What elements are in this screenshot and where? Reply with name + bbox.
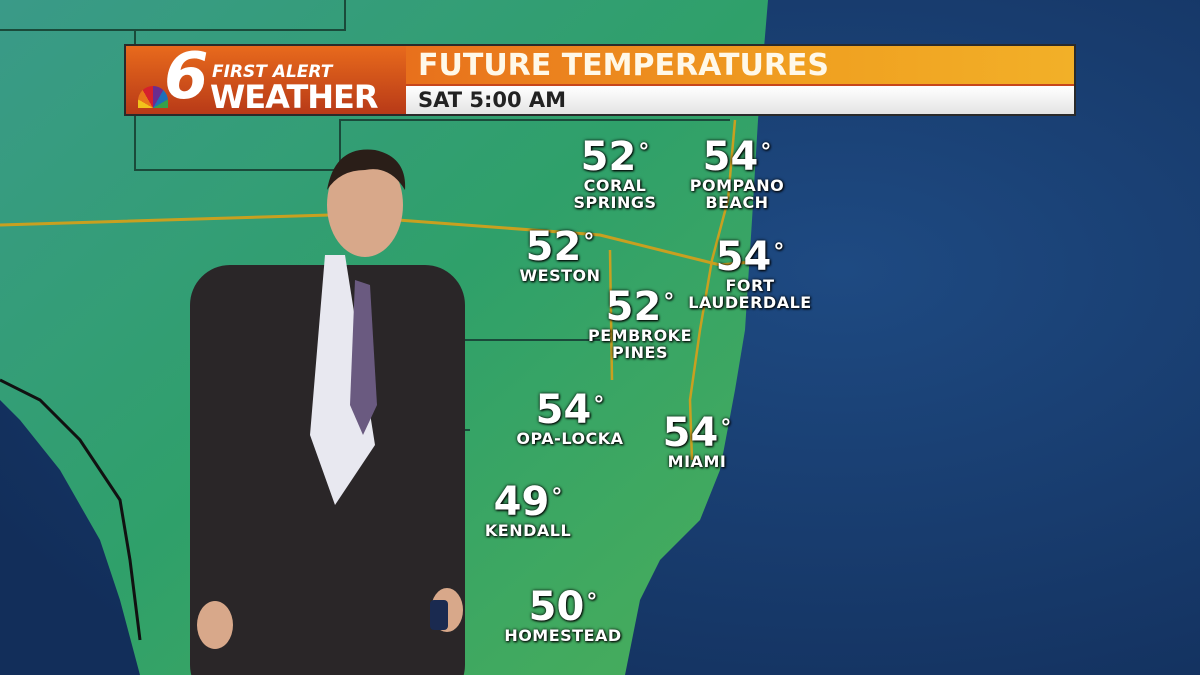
temp-number: 52 [580, 134, 637, 180]
temperature-value: 54° [663, 413, 732, 453]
degree-symbol: ° [593, 393, 605, 418]
degree-symbol: ° [638, 140, 650, 165]
city-name: OPA-LOCKA [516, 429, 624, 448]
degree-symbol: ° [760, 140, 772, 165]
logo-number: 6 [164, 40, 209, 114]
city-name: MIAMI [667, 452, 727, 471]
temp-number: 50 [528, 584, 585, 630]
temperature-value: 49° [485, 482, 571, 522]
title-bar: FUTURE TEMPERATURES [406, 46, 1074, 84]
degree-symbol: ° [663, 290, 675, 315]
temperature-value: 54° [690, 137, 784, 177]
temp-number: 54 [715, 234, 772, 280]
temperature-value: 52° [519, 227, 600, 267]
city-name: FORT LAUDERDALE [688, 276, 812, 312]
city-name: POMPANO BEACH [689, 176, 785, 212]
temp-number: 54 [662, 410, 719, 456]
city-label: 50° HOMESTEAD [504, 587, 621, 644]
station-logo: 6 FIRST ALERT WEATHER [126, 40, 406, 116]
city-name: KENDALL [484, 521, 572, 540]
temp-number: 52 [605, 284, 662, 330]
temperature-value: 52° [573, 137, 656, 177]
city-label: 54° OPA-LOCKA [516, 390, 623, 447]
city-name: WESTON [519, 266, 601, 285]
temperature-value: 50° [504, 587, 621, 627]
time-bar: SAT 5:00 AM [406, 86, 1074, 114]
city-label: 52° CORAL SPRINGS [573, 137, 656, 211]
highway [608, 119, 737, 461]
city-label: 54° FORT LAUDERDALE [688, 237, 811, 311]
temp-number: 54 [702, 134, 759, 180]
temp-number: 52 [525, 224, 582, 270]
degree-symbol: ° [583, 230, 595, 255]
city-label: 54° MIAMI [663, 413, 732, 470]
city-label: 52° PEMBROKE PINES [588, 287, 692, 361]
temperature-value: 52° [588, 287, 692, 327]
city-label: 52° WESTON [519, 227, 600, 284]
peacock-logo-icon [138, 86, 168, 108]
forecast-time: SAT 5:00 AM [418, 88, 567, 112]
county-line [0, 213, 751, 267]
degree-symbol: ° [773, 240, 785, 265]
logo-line1: FIRST ALERT [212, 62, 333, 82]
degree-symbol: ° [720, 416, 732, 441]
city-name: PEMBROKE PINES [587, 326, 693, 362]
city-name: HOMESTEAD [504, 626, 622, 645]
temp-number: 49 [493, 479, 550, 525]
degree-symbol: ° [586, 590, 598, 615]
temp-number: 54 [535, 387, 592, 433]
city-label: 54° POMPANO BEACH [690, 137, 784, 211]
temperature-value: 54° [516, 390, 623, 430]
title-banner: 6 FIRST ALERT WEATHER FUTURE TEMPERATURE… [124, 40, 1076, 116]
degree-symbol: ° [551, 485, 563, 510]
gulf-coast [0, 378, 142, 641]
temperature-value: 54° [688, 237, 811, 277]
city-label: 49° KENDALL [485, 482, 571, 539]
page-title: FUTURE TEMPERATURES [418, 48, 830, 83]
city-name: CORAL SPRINGS [573, 176, 657, 212]
presenter [190, 149, 465, 675]
logo-line2: WEATHER [210, 78, 379, 116]
